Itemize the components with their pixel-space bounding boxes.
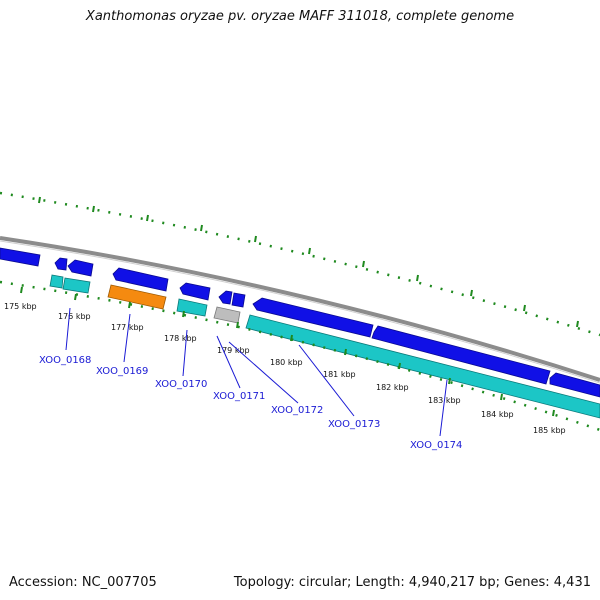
forward-cds-track [0, 247, 600, 398]
locus-label-xoo-0174[interactable]: XOO_0174 [410, 440, 462, 451]
cds-feature[interactable] [252, 297, 374, 338]
genome-title: Xanthomonas oryzae pv. oryzae MAFF 31101… [85, 9, 515, 24]
cds-feature[interactable] [371, 325, 551, 385]
cds-feature[interactable] [67, 259, 94, 277]
locus-label-xoo-0171[interactable]: XOO_0171 [213, 391, 265, 402]
gene-feature[interactable] [176, 298, 208, 317]
gene-feature[interactable] [49, 274, 64, 289]
outer-major-ticks [38, 196, 579, 328]
cds-feature[interactable] [218, 290, 233, 305]
cds-feature[interactable] [231, 292, 246, 308]
kbp-label: 177 kbp [111, 323, 144, 332]
kbp-label: 181 kbp [323, 370, 356, 379]
gene-feature[interactable] [245, 314, 600, 419]
kbp-label: 180 kbp [270, 358, 303, 367]
outer-tick-ring [0, 191, 600, 337]
rna-feature[interactable] [107, 284, 167, 310]
cds-feature[interactable] [549, 372, 600, 398]
cds-feature[interactable] [179, 282, 211, 301]
locus-label-xoo-0170[interactable]: XOO_0170 [155, 379, 207, 390]
genome-summary-label: Topology: circular; Length: 4,940,217 bp… [233, 575, 591, 590]
kbp-label: 182 kbp [376, 383, 409, 392]
rna-track [107, 284, 167, 310]
pseudo-track [213, 306, 241, 324]
locus-label-xoo-0168[interactable]: XOO_0168 [39, 355, 91, 366]
cds-feature[interactable] [54, 257, 68, 271]
accession-label: Accession: NC_007705 [9, 575, 157, 590]
locus-label-xoo-0169[interactable]: XOO_0169 [96, 366, 148, 377]
inner-major-ticks [20, 286, 555, 417]
kbp-label: 178 kbp [164, 334, 197, 343]
locus-label-xoo-0172[interactable]: XOO_0172 [271, 405, 323, 416]
kbp-label: 176 kbp [58, 312, 91, 321]
cds-feature[interactable] [112, 267, 169, 292]
cds-feature[interactable] [0, 247, 41, 267]
locus-labels: XOO_0168 XOO_0169 XOO_0170 XOO_0171 XOO_… [39, 355, 462, 451]
locus-label-xoo-0173[interactable]: XOO_0173 [328, 419, 380, 430]
backbone [0, 236, 600, 384]
pseudo-feature[interactable] [213, 306, 241, 324]
gene-feature[interactable] [62, 277, 91, 294]
kbp-label: 184 kbp [481, 410, 514, 419]
kbp-label: 179 kbp [217, 346, 250, 355]
kbp-label: 175 kbp [4, 302, 37, 311]
locus-leader-lines [65, 307, 448, 437]
kbp-label: 185 kbp [533, 426, 566, 435]
